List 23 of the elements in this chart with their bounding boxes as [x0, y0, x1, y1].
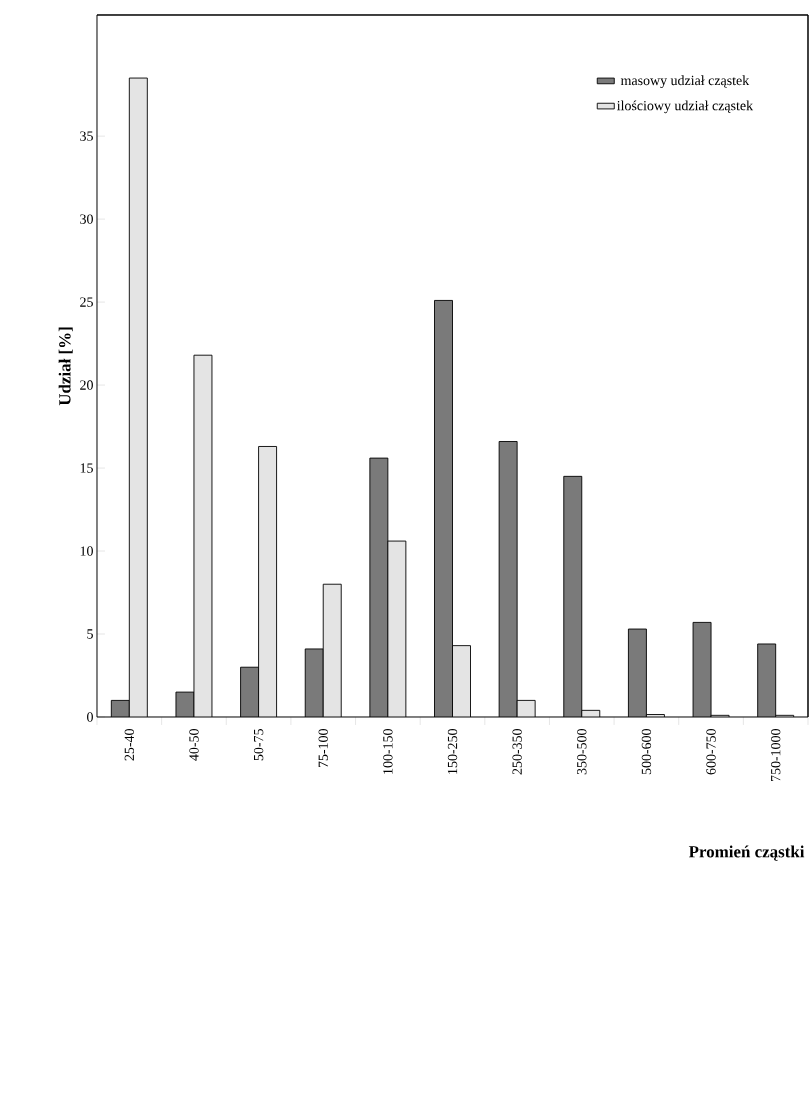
y-tick-label: 5 — [87, 629, 93, 639]
legend-label: ilościowy udział cząstek — [617, 100, 754, 114]
y-tick-label: 20 — [80, 380, 93, 390]
y-tick-label: 10 — [80, 546, 93, 556]
y-tick-label: 15 — [80, 463, 93, 473]
y-tick-label: 25 — [80, 297, 93, 307]
y-tick-label: 30 — [80, 214, 93, 224]
x-tick-label: 500-600 — [641, 729, 652, 775]
x-tick-label: 25-40 — [124, 729, 135, 761]
x-tick-label: 75-100 — [318, 729, 328, 768]
x-tick-label: 150-250 — [447, 729, 458, 774]
x-axis-title: Promień cząstki — [688, 845, 805, 861]
x-tick-label: 750-1000 — [770, 729, 781, 782]
y-axis-title: Udział [%] — [58, 327, 73, 406]
x-tick-label: 40-50 — [189, 729, 199, 761]
legend-label: masowy udział cząstek — [620, 75, 750, 89]
x-tick-label: 600-750 — [706, 729, 716, 775]
x-tick-label: 100-150 — [383, 729, 393, 774]
y-tick-label: 35 — [80, 131, 93, 141]
x-tick-label: 350-500 — [577, 729, 587, 775]
x-tick-label: 50-75 — [253, 729, 264, 761]
x-tick-label: 250-350 — [512, 729, 522, 775]
y-tick-label: 0 — [87, 712, 93, 722]
